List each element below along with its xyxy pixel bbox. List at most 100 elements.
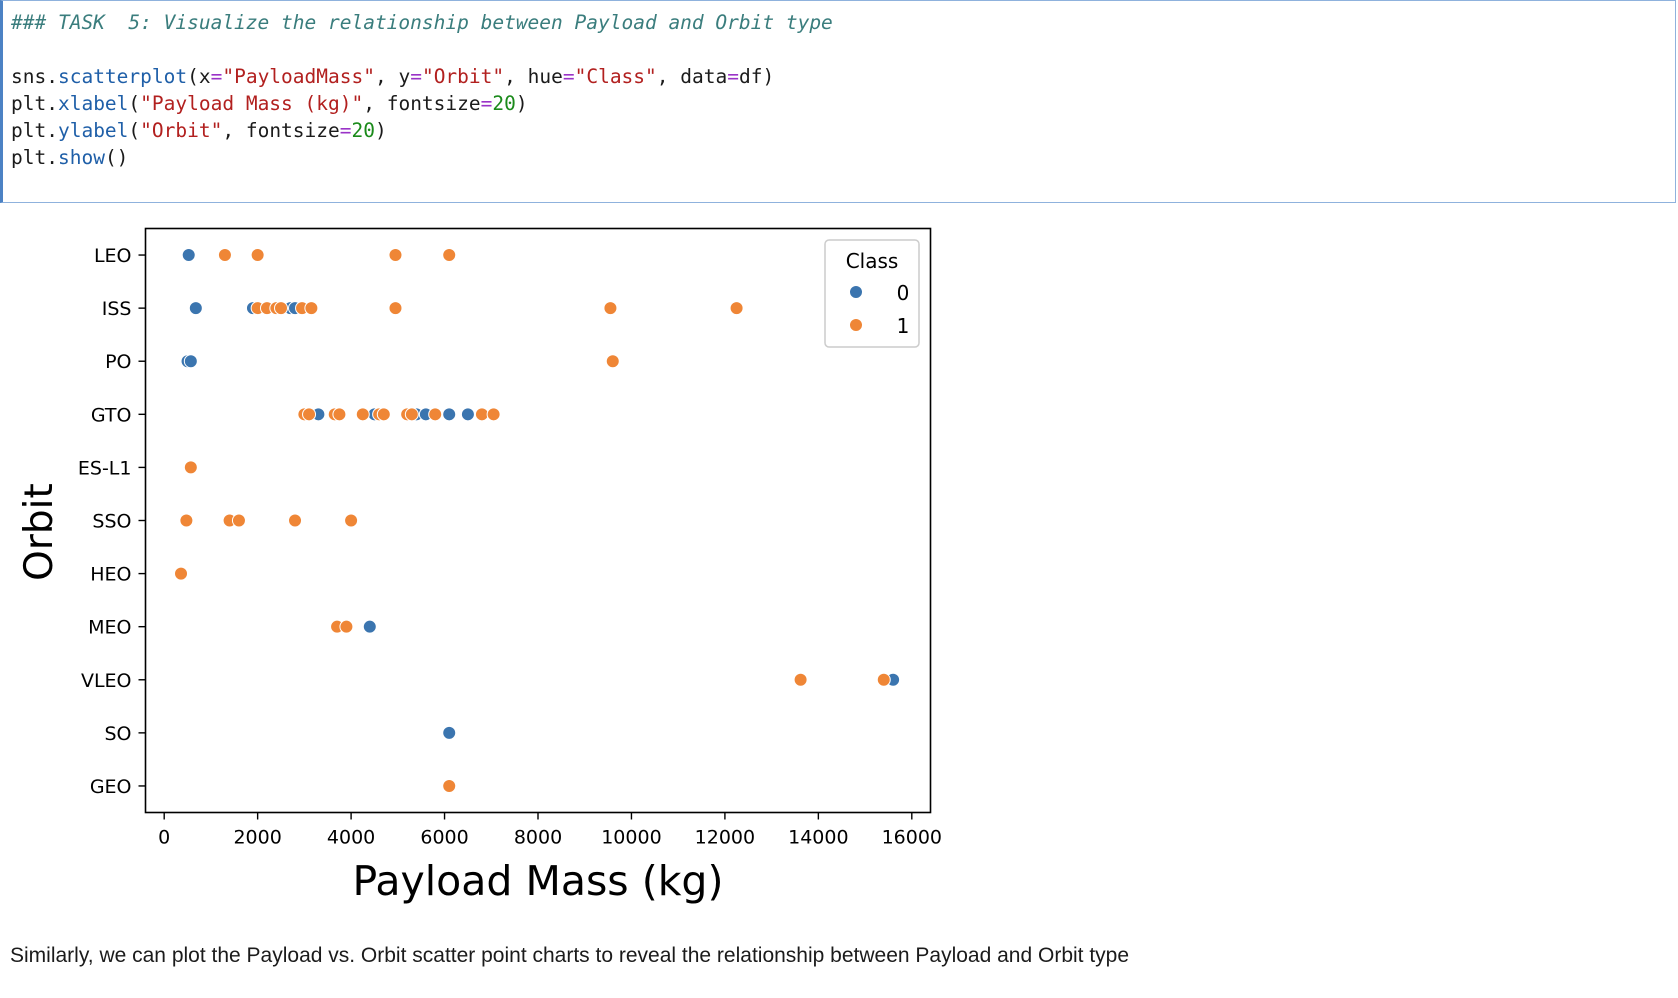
code-token: 20 <box>492 92 516 115</box>
scatter-point-class-1 <box>388 301 403 316</box>
y-tick-label: SO <box>104 723 131 745</box>
x-tick-label: 10000 <box>601 827 661 849</box>
y-tick-label: VLEO <box>81 670 132 692</box>
y-tick-label: PO <box>105 351 131 373</box>
x-tick-label: 0 <box>158 827 170 849</box>
y-tick-label: ES-L1 <box>78 457 132 479</box>
code-token: show <box>57 146 105 169</box>
cell-output: LEO ISS PO GTO ES-L1 SSO HEO MEO VLEO SO GEO 0 2000… <box>0 212 960 912</box>
x-tick-label: 2000 <box>233 827 281 849</box>
code-token: ) <box>375 119 387 142</box>
code-token: , fontsize <box>363 92 481 115</box>
code-token: ( <box>128 92 141 115</box>
code-token: (x <box>187 65 211 88</box>
scatter-point-class-0 <box>183 354 198 369</box>
scatter-point-class-1 <box>605 354 620 369</box>
scatter-point-class-1 <box>231 513 246 528</box>
code-line: plt.show() <box>11 146 128 169</box>
code-token: , fontsize <box>222 119 340 142</box>
scatter-point-class-1 <box>442 248 457 263</box>
x-tick-label: 4000 <box>327 827 375 849</box>
code-token: "PayloadMass" <box>222 65 375 88</box>
code-token: xlabel <box>57 92 129 115</box>
code-token: plt. <box>11 146 58 169</box>
scatter-point-class-1 <box>876 672 891 687</box>
code-lines: sns.scatterplot(x="PayloadMass", y="Orbi… <box>11 65 774 169</box>
scatter-point-class-1 <box>304 301 319 316</box>
legend-marker-1 <box>849 318 863 332</box>
y-tick-label: MEO <box>88 617 131 639</box>
y-tick-label: GEO <box>90 776 132 798</box>
scatter-point-class-0 <box>460 407 475 422</box>
code-token: ylabel <box>57 119 129 142</box>
code-token: = <box>727 65 739 88</box>
scatter-point-class-0 <box>442 407 457 422</box>
scatter-point-class-1 <box>603 301 618 316</box>
y-axis: LEO ISS PO GTO ES-L1 SSO HEO MEO VLEO SO GEO <box>78 245 146 798</box>
code-line: sns.scatterplot(x="PayloadMass", y="Orbi… <box>11 65 774 88</box>
scatter-points <box>174 248 901 793</box>
scatter-point-class-0 <box>181 248 196 263</box>
y-tick-label: GTO <box>91 404 132 426</box>
code-token: df) <box>738 65 775 88</box>
legend-box <box>824 239 920 348</box>
x-tick-label: 14000 <box>788 827 848 849</box>
code-token: sns. <box>11 65 58 88</box>
legend: Class 0 1 <box>824 239 920 348</box>
legend-label-0: 0 <box>897 281 910 305</box>
scatter-chart: LEO ISS PO GTO ES-L1 SSO HEO MEO VLEO SO GEO 0 2000… <box>17 227 942 905</box>
code-token: = <box>480 92 493 115</box>
scatter-point-class-1 <box>442 778 457 793</box>
code-token: "Orbit" <box>140 119 223 142</box>
plot-frame <box>144 227 932 814</box>
code-token: 20 <box>351 119 375 142</box>
y-tick-label: SSO <box>92 511 131 533</box>
scatter-point-class-1 <box>428 407 443 422</box>
code-token: () <box>104 146 129 169</box>
code-cell[interactable]: ### TASK 5: Visualize the relationship b… <box>0 0 1676 203</box>
code-token: scatterplot <box>57 65 188 88</box>
scatter-point-class-1 <box>217 248 232 263</box>
x-tick-label: 16000 <box>882 827 942 849</box>
y-tick-label: HEO <box>90 564 131 586</box>
code-line: plt.xlabel("Payload Mass (kg)", fontsize… <box>11 92 528 115</box>
scatter-point-class-1 <box>302 407 317 422</box>
code-token: = <box>410 65 422 88</box>
code-token: "Orbit" <box>421 65 505 88</box>
code-token: ) <box>515 92 528 115</box>
legend-marker-0 <box>849 285 863 299</box>
markdown-cell: Similarly, we can plot the Payload vs. O… <box>10 944 1130 967</box>
code-token: plt. <box>11 119 58 142</box>
x-axis: 0 2000 4000 6000 8000 10000 12000 14000 16000 <box>158 812 942 849</box>
scatter-point-class-0 <box>362 619 377 634</box>
code-token: "Class" <box>574 65 657 88</box>
code-token: = <box>210 65 223 88</box>
code-line: plt.ylabel("Orbit", fontsize=20) <box>11 119 387 142</box>
x-tick-label: 8000 <box>514 827 562 849</box>
scatter-point-class-1 <box>486 407 501 422</box>
code-editor[interactable]: ### TASK 5: Visualize the relationship b… <box>11 9 833 171</box>
code-token: plt. <box>11 92 58 115</box>
code-token: , y <box>374 65 411 88</box>
y-tick-label: ISS <box>102 298 132 320</box>
code-token: = <box>562 65 575 88</box>
x-axis-label: Payload Mass (kg) <box>353 857 724 905</box>
scatter-point-class-0 <box>188 301 203 316</box>
scatter-point-class-1 <box>179 513 194 528</box>
scatter-point-class-1 <box>250 248 265 263</box>
y-tick-label: LEO <box>94 245 132 267</box>
scatter-point-class-1 <box>388 248 403 263</box>
x-tick-label: 12000 <box>695 827 755 849</box>
scatter-point-class-1 <box>332 407 347 422</box>
scatter-point-class-1 <box>355 407 370 422</box>
scatter-point-class-1 <box>288 513 303 528</box>
scatter-point-class-1 <box>274 301 289 316</box>
code-token: ( <box>128 119 141 142</box>
x-tick-label: 6000 <box>420 827 468 849</box>
scatter-point-class-1 <box>474 407 489 422</box>
code-comment: ### TASK 5: Visualize the relationship b… <box>11 11 833 34</box>
legend-label-1: 1 <box>897 314 910 338</box>
scatter-point-class-1 <box>183 460 198 475</box>
code-token: "Payload Mass (kg)" <box>140 92 364 115</box>
scatter-point-class-1 <box>793 672 808 687</box>
